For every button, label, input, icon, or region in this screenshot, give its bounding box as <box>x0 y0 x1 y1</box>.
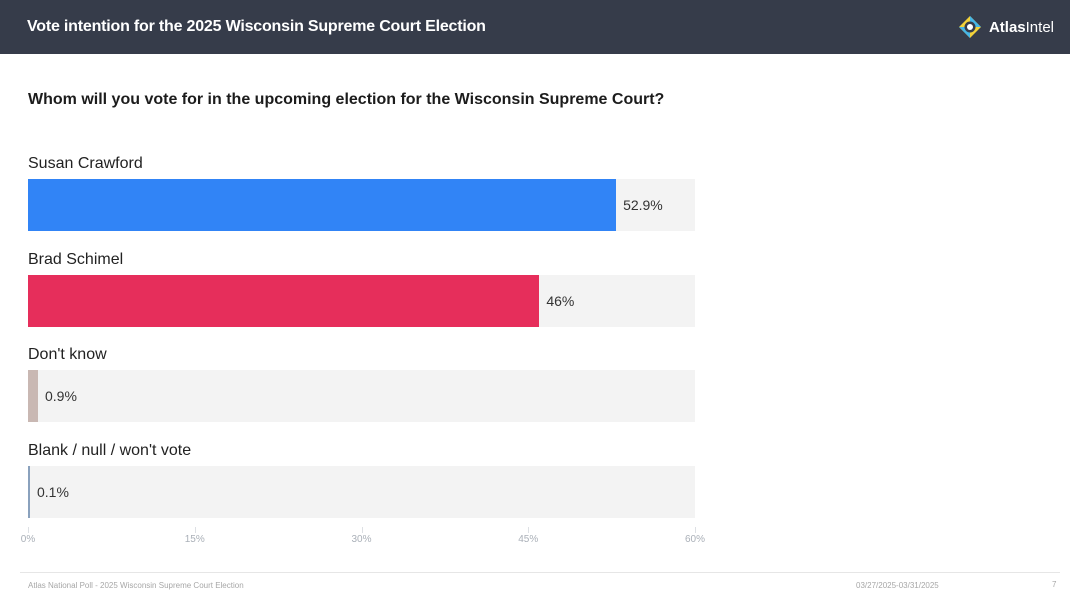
category-label: Blank / null / won't vote <box>28 441 192 459</box>
bar-value-label: 0.1% <box>37 483 69 500</box>
x-tick-mark <box>695 527 696 533</box>
bar-value-label: 46% <box>546 292 575 309</box>
x-tick-mark <box>361 527 363 533</box>
brand-name-strong: Atlas <box>988 18 1026 36</box>
bar-track: 46% <box>28 274 695 327</box>
header-bar: Vote intention for the 2025 Wisconsin Su… <box>0 0 1070 54</box>
category-label: Susan Crawford <box>28 155 143 172</box>
x-tick-label: 60% <box>684 534 706 545</box>
bar-track: 0.9% <box>28 370 695 422</box>
x-tick-label: 0% <box>20 534 36 545</box>
category-label: Brad Schimel <box>28 250 124 268</box>
category-label: Don't know <box>28 346 107 363</box>
bar <box>28 370 38 422</box>
page-title: Vote intention for the 2025 Wisconsin Su… <box>27 18 486 35</box>
brand: AtlasIntel <box>957 14 1054 40</box>
x-tick-mark <box>28 527 29 533</box>
bar <box>28 179 617 231</box>
footer-divider <box>20 572 1060 573</box>
bar-track: 0.1% <box>28 465 695 518</box>
x-tick-label: 30% <box>351 534 372 545</box>
poll-question: Whom will you vote for in the upcoming e… <box>28 91 665 108</box>
footer-date-range: 03/27/2025-03/31/2025 <box>856 581 939 590</box>
bar-value-label: 52.9% <box>623 197 663 213</box>
footer-page-number: 7 <box>1052 580 1057 589</box>
footer-source: Atlas National Poll - 2025 Wisconsin Sup… <box>28 581 244 590</box>
x-tick-label: 15% <box>184 534 205 545</box>
x-tick-mark <box>528 527 530 533</box>
bar <box>28 465 30 518</box>
bar <box>28 274 540 327</box>
bar-value-label: 0.9% <box>45 388 77 404</box>
bar-track: 52.9% <box>28 179 695 231</box>
brand-name-rest: Intel <box>1025 18 1054 36</box>
x-tick-mark <box>194 527 196 533</box>
x-tick-label: 45% <box>518 534 539 545</box>
atlasintel-logo-icon <box>958 16 981 38</box>
brand-name: AtlasIntel <box>989 19 1054 36</box>
